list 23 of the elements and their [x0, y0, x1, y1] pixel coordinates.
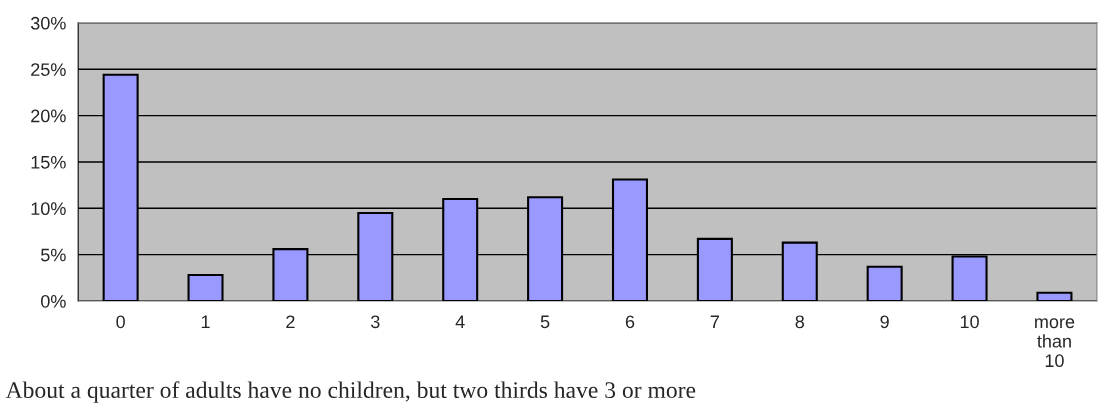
y-tick-label: 20% [31, 109, 66, 123]
y-tick-label: 15% [31, 155, 66, 169]
x-tick-label: 5 [540, 315, 550, 329]
bar [187, 274, 224, 302]
x-tick-label: 2 [286, 315, 295, 328]
y-tick-label: 10% [31, 202, 66, 216]
x-tick-label: 7 [710, 315, 719, 328]
x-tick-label: 10 [960, 315, 979, 329]
bar [1036, 291, 1073, 302]
x-tick-label: 6 [625, 315, 635, 329]
y-tick-label: 0% [40, 294, 66, 308]
x-tick-label: 9 [880, 315, 889, 329]
bar [866, 265, 903, 302]
x-tick-label: 1 [201, 315, 210, 328]
y-tick-label: 30% [30, 16, 66, 30]
x-tick-label: 3 [370, 315, 380, 329]
y-tick-label: 25% [31, 63, 66, 76]
x-tick-label: 0 [116, 315, 125, 329]
text: About a quarter of adults have no children, but two thirds have 3 or more [5, 381, 696, 403]
x-tick-label: more than 10 [1035, 318, 1075, 368]
x-tick-label: 4 [455, 315, 465, 328]
y-tick-label: 5% [41, 248, 66, 262]
x-tick-label: 8 [795, 315, 805, 329]
